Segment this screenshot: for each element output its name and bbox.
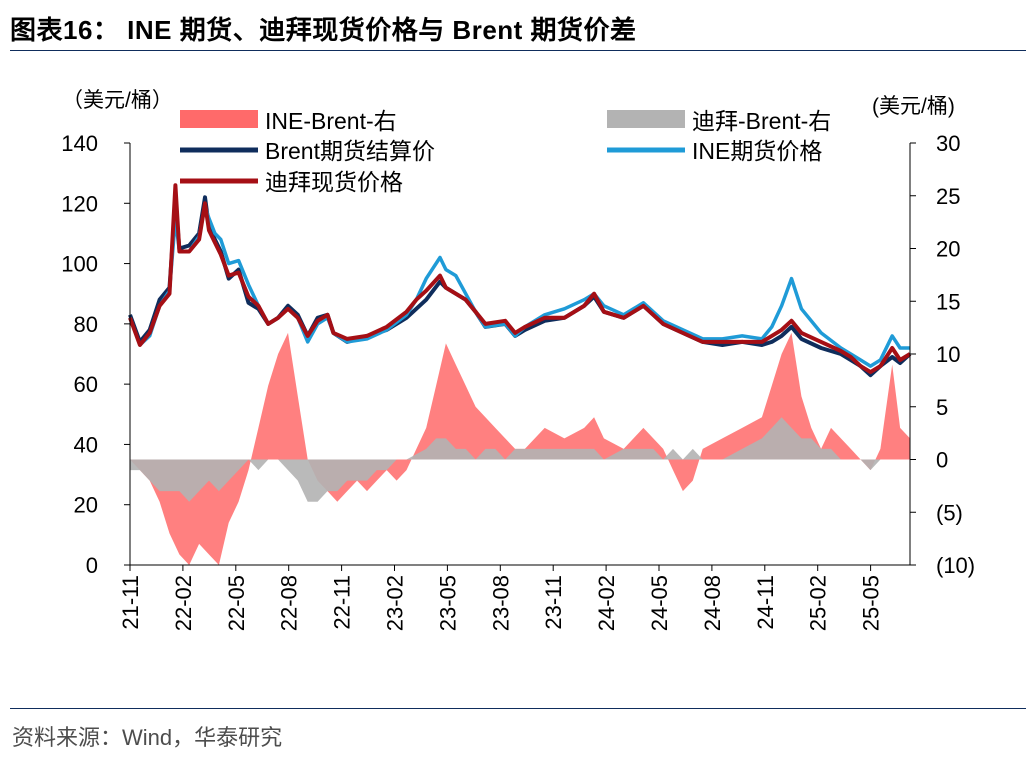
legend-label-2: 迪拜-Brent-右	[692, 108, 831, 134]
x-tick-label: 23-02	[383, 575, 408, 631]
x-tick-label: 23-08	[488, 575, 513, 631]
legend: INE-Brent-右 迪拜-Brent-右 Brent期货结算价 INE期货价格迪拜…	[180, 108, 831, 195]
legend-swatch-2	[607, 110, 685, 128]
series-line-2	[128, 204, 910, 368]
price-lines	[128, 183, 912, 378]
x-tick-label: 24-08	[700, 575, 725, 631]
x-tick-label: 23-11	[541, 575, 566, 630]
left-tick-label: 20	[74, 493, 98, 518]
legend-swatch-1	[180, 110, 258, 128]
right-tick-label: 0	[936, 448, 948, 473]
title-rule	[10, 50, 1026, 51]
x-tick-label: 24-11	[753, 575, 778, 630]
right-tick-label: 25	[936, 184, 960, 209]
right-tick-label: 15	[936, 289, 960, 314]
axes: 140 120 100 80 60 40 20 0 30 25 20 15 10 5 0 (5) (10) （美元…	[61, 89, 975, 631]
chart-title: 图表16： INE 期货、迪拜现货价格与 Brent 期货价差	[10, 15, 637, 45]
right-tick-label: 20	[936, 237, 960, 262]
source-note: 资料来源：Wind，华泰研究	[12, 725, 283, 750]
right-axis-unit: (美元/桶)	[872, 95, 955, 118]
legend-label-5: 迪拜现货价格	[265, 169, 403, 195]
x-tick-label: 22-08	[277, 575, 302, 631]
x-tick-label: 22-02	[171, 575, 196, 631]
left-tick-label: 100	[61, 252, 98, 277]
spread-area-2	[130, 417, 910, 502]
x-tick-label: 25-02	[806, 575, 831, 631]
x-tick-label: 23-05	[435, 575, 460, 631]
x-tick-label: 25-05	[859, 575, 884, 631]
right-tick-label: 5	[936, 395, 948, 420]
series-line-3	[128, 183, 912, 375]
spread-areas	[130, 332, 910, 565]
right-tick-label: 30	[936, 131, 960, 156]
left-tick-label: 40	[74, 432, 98, 457]
left-tick-label: 0	[86, 553, 98, 578]
legend-label-1: INE-Brent-右	[265, 108, 397, 134]
x-tick-label: 24-05	[647, 575, 672, 631]
x-tick-label: 24-02	[594, 575, 619, 631]
left-tick-label: 140	[61, 131, 98, 156]
footer-rule	[10, 708, 1026, 709]
left-tick-label: 60	[74, 372, 98, 397]
x-tick-label: 22-05	[224, 575, 249, 631]
left-tick-label: 120	[61, 191, 98, 216]
right-tick-label: (10)	[936, 553, 975, 578]
left-tick-label: 80	[74, 312, 98, 337]
x-tick-label: 21-11	[118, 575, 143, 630]
right-tick-label: 10	[936, 342, 960, 367]
right-tick-label: (5)	[936, 500, 963, 525]
legend-label-3: Brent期货结算价	[265, 138, 435, 164]
chart-canvas: 140 120 100 80 60 40 20 0 30 25 20 15 10 5 0 (5) (10) （美元…	[61, 89, 975, 631]
left-axis-unit: （美元/桶）	[62, 89, 173, 112]
legend-label-4: INE期货价格	[692, 138, 822, 164]
x-tick-label: 22-11	[330, 575, 355, 630]
